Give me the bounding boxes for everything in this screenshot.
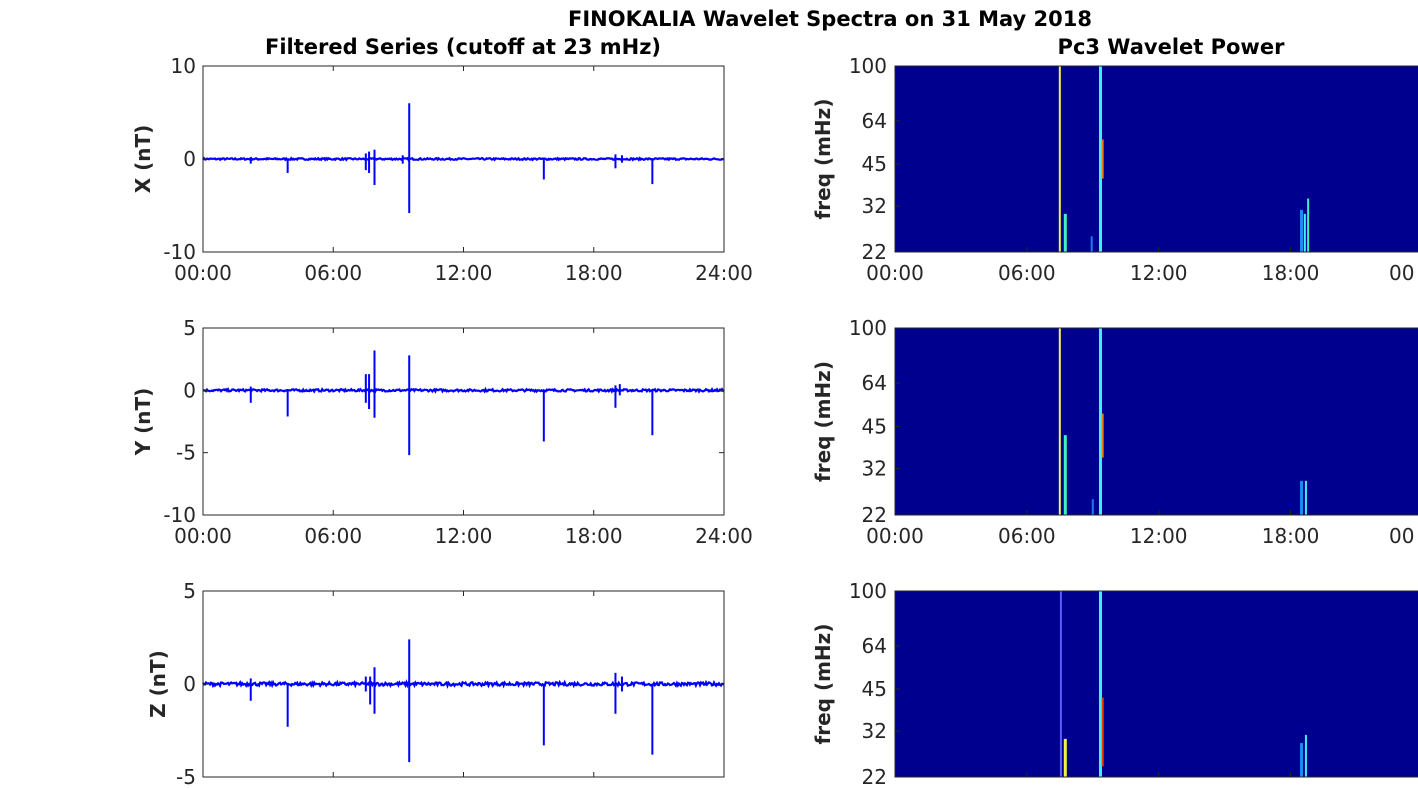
x-tick-label: 06:00 [998,261,1056,285]
power-background [895,66,1418,252]
y-tick-label: 45 [862,152,887,176]
y-tick-label: 0 [183,672,196,696]
y-axis-label: X (nT) [131,125,155,194]
y-tick-label: 10 [171,54,196,78]
power-streak [1063,435,1067,515]
series-line [202,679,725,689]
power-streak [1098,591,1102,777]
x-tick-label: 18:00 [1262,524,1320,548]
y-axis-label: freq (mHz) [811,99,835,220]
y-tick-label: 32 [862,194,887,218]
power-streak [1063,213,1067,252]
x-tick-label: 06:00 [998,524,1056,548]
figure-title: FINOKALIA Wavelet Spectra on 31 May 2018 [568,7,1092,31]
power-streak [1063,738,1067,777]
series-line [202,156,725,162]
plot-area [203,328,724,515]
y-axis-label: freq (mHz) [811,361,835,482]
y-axis-label: freq (mHz) [811,624,835,745]
x-tick-label: 12:00 [1130,524,1188,548]
y-tick-label: -5 [176,765,196,788]
y-tick-label: 22 [862,765,887,788]
x-tick-label: 18:00 [565,524,623,548]
power-streak [1101,413,1104,458]
x-tick-label: 12:00 [1130,261,1188,285]
power-streak [1300,209,1304,252]
power-streak [1090,236,1093,252]
power-streak [1300,480,1304,515]
x-tick-label: 06:00 [304,261,362,285]
x-tick-label: 00 [1389,524,1414,548]
y-tick-label: 5 [183,579,196,603]
wavelet-panel-z: 100 64 45 32 22 freq (mHz) [811,579,1418,788]
power-streak [1101,139,1104,179]
y-tick-label: 64 [862,634,887,658]
power-streak [1059,591,1062,777]
power-streak [1304,734,1307,777]
timeseries-panel-z: 5 0 -5 Z (nT) [146,579,725,788]
y-tick-label: 32 [862,719,887,743]
y-tick-label: 64 [862,109,887,133]
x-tick-label: 12:00 [435,524,493,548]
y-tick-label: -5 [176,441,196,465]
power-streak [1300,743,1304,777]
x-tick-label: 00:00 [866,524,924,548]
y-axis-label: Y (nT) [131,388,155,457]
axes-box [894,327,1418,516]
y-tick-label: 0 [183,147,196,171]
left-column-title: Filtered Series (cutoff at 23 mHz) [265,35,661,59]
power-streak [1304,480,1307,515]
x-tick-label: 00:00 [174,261,232,285]
power-streak [1303,213,1306,252]
power-streak [1058,66,1061,252]
series-line [202,386,725,394]
y-tick-label: 22 [862,240,887,264]
y-tick-label: 100 [849,54,887,78]
power-streak [1091,499,1094,515]
y-tick-label: 0 [183,378,196,402]
x-tick-label: 00:00 [174,524,232,548]
y-tick-label: 45 [862,415,887,439]
y-tick-label: -10 [163,240,196,264]
y-tick-label: 64 [862,371,887,395]
y-tick-label: -10 [163,503,196,527]
x-tick-label: 00 [1389,261,1414,285]
y-tick-label: 5 [183,316,196,340]
y-tick-label: 45 [862,677,887,701]
x-tick-label: 24:00 [695,261,753,285]
y-tick-label: 32 [862,457,887,481]
right-column-title: Pc3 Wavelet Power [1058,35,1286,59]
x-tick-label: 00:00 [866,261,924,285]
axes-box [894,65,1418,253]
y-tick-label: 22 [862,503,887,527]
x-tick-label: 18:00 [565,261,623,285]
y-axis-label: Z (nT) [146,650,170,718]
x-tick-label: 12:00 [435,261,493,285]
y-tick-label: 100 [849,316,887,340]
power-background [895,328,1418,515]
x-tick-label: 18:00 [1262,261,1320,285]
x-tick-label: 24:00 [695,524,753,548]
power-streak [1098,66,1102,252]
y-tick-label: 100 [849,579,887,603]
power-streak [1058,328,1061,515]
power-streak [1098,328,1102,515]
axes-box [894,590,1418,778]
power-background [895,591,1418,777]
power-streak [1101,697,1104,767]
x-tick-label: 06:00 [304,524,362,548]
power-streak [1307,198,1310,252]
